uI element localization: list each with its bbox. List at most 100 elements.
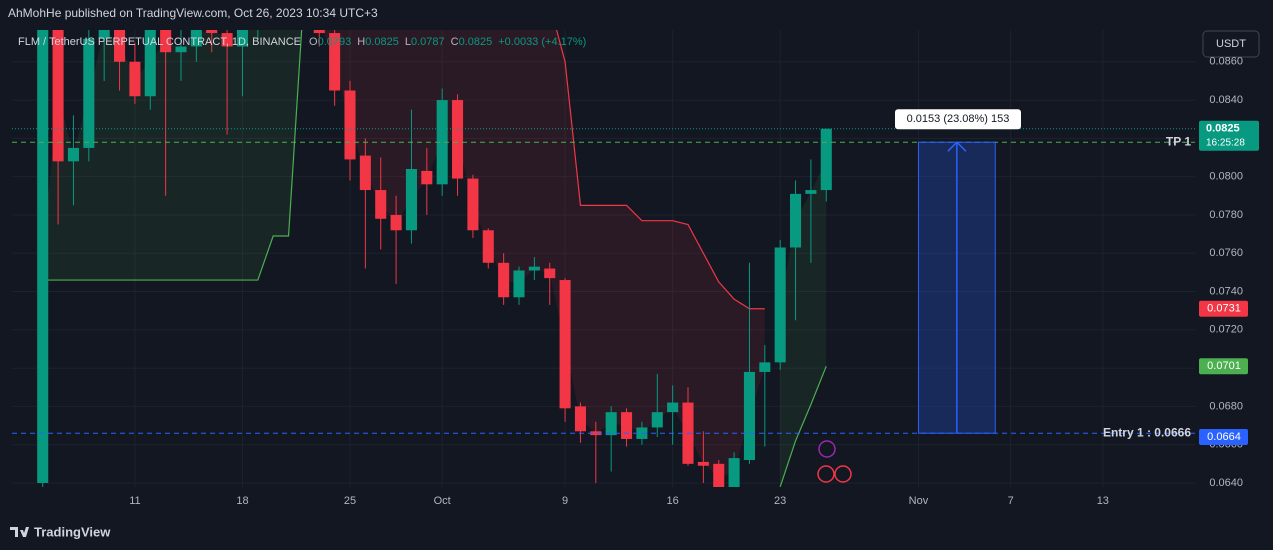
x-tick-label: 11 xyxy=(129,495,140,507)
candle-body xyxy=(67,147,79,162)
candle-body xyxy=(190,30,202,47)
candle-body xyxy=(805,190,817,194)
y-tick-label: 0.0760 xyxy=(1209,247,1243,259)
candle xyxy=(190,30,202,62)
candle-body xyxy=(37,30,49,483)
stat-value: 0.0825 xyxy=(365,36,399,48)
publisher: AhMohHe published on TradingView.com, Oc… xyxy=(8,6,378,20)
candle xyxy=(83,30,95,162)
candle xyxy=(621,408,633,447)
candle xyxy=(175,30,187,81)
event-icon xyxy=(817,465,835,483)
stat-key: H xyxy=(357,36,365,48)
candle xyxy=(651,373,663,438)
candle-body xyxy=(559,280,571,409)
y-tick-label: 0.0720 xyxy=(1209,324,1243,336)
x-tick-label: 9 xyxy=(562,495,568,507)
level-label: Entry 1 : 0.0666 xyxy=(1103,425,1191,439)
candle xyxy=(421,147,433,215)
candle xyxy=(774,239,786,371)
price-label-box xyxy=(1199,429,1248,446)
candle xyxy=(206,30,218,53)
candle-body xyxy=(206,30,218,34)
candle xyxy=(344,80,356,181)
candle-body xyxy=(743,371,755,461)
x-tick-label: 16 xyxy=(667,495,679,507)
x-tick-label: 13 xyxy=(1097,495,1109,507)
price-label-box xyxy=(1199,300,1248,317)
candle-body xyxy=(83,38,95,148)
candle-body xyxy=(436,100,448,185)
candle xyxy=(375,157,387,250)
candle xyxy=(697,431,709,483)
trend-fill xyxy=(780,159,827,487)
candle-body xyxy=(344,90,356,160)
stat-value: 0.0787 xyxy=(411,36,445,48)
candle xyxy=(636,421,648,445)
candle-body xyxy=(790,193,802,248)
candle xyxy=(452,94,464,196)
candle-body xyxy=(667,402,679,413)
candle xyxy=(590,421,602,483)
candle-body xyxy=(129,61,141,97)
candle-body xyxy=(359,155,371,191)
change: +0.0033 (+4.17%) xyxy=(498,36,586,48)
candle-body xyxy=(636,427,648,439)
candle-body xyxy=(375,190,387,219)
candle xyxy=(52,30,64,225)
x-tick-label: 18 xyxy=(236,495,248,507)
candle-body xyxy=(544,268,556,279)
candle xyxy=(498,253,510,305)
level-label: TP 1 xyxy=(1166,134,1191,148)
candle-body xyxy=(144,30,156,97)
candle-body xyxy=(621,412,633,439)
candle xyxy=(114,30,126,91)
y-tick-label: 0.0780 xyxy=(1209,209,1243,221)
y-tick-label: 0.0800 xyxy=(1209,171,1243,183)
price-label: 0.0701 xyxy=(1207,360,1241,372)
candle xyxy=(436,88,448,196)
stat-key: O xyxy=(309,36,318,48)
candle xyxy=(759,345,771,447)
candle xyxy=(329,30,341,106)
candle xyxy=(528,257,540,281)
symbol: FLM / TetherUS PERPETUAL CONTRACT, 1D, B… xyxy=(18,36,301,48)
currency[interactable]: USDT xyxy=(1216,38,1246,50)
candle-body xyxy=(313,30,325,34)
price-label: 0.0664 xyxy=(1207,431,1241,443)
x-tick-label: 25 xyxy=(344,495,356,507)
candle-body xyxy=(774,247,786,363)
candle xyxy=(728,452,740,487)
symbol-line: FLM / TetherUS PERPETUAL CONTRACT, 1D, B… xyxy=(18,36,586,48)
measure-label: 0.0153 (23.08%) 153 xyxy=(907,113,1010,125)
candle xyxy=(820,128,832,202)
candle xyxy=(605,406,617,472)
trend-fill xyxy=(42,30,302,281)
measure-box xyxy=(895,109,1021,130)
candle-body xyxy=(175,46,187,53)
candle-body xyxy=(820,128,832,191)
candle xyxy=(713,460,725,487)
candle-body xyxy=(590,431,602,436)
stat-key: L xyxy=(405,36,411,48)
candle-body xyxy=(513,270,525,298)
y-tick-label: 0.0640 xyxy=(1209,477,1243,489)
countdown: 16:25:28 xyxy=(1206,137,1245,148)
candle xyxy=(482,228,494,269)
candle xyxy=(544,262,556,305)
trend-line xyxy=(42,30,303,281)
last-price-label: 0.0825 xyxy=(1206,123,1240,135)
candle-body xyxy=(160,30,172,53)
candle xyxy=(790,180,802,321)
stat-key: C xyxy=(451,36,459,48)
trend-line xyxy=(779,365,827,487)
candle xyxy=(129,42,141,104)
candle-body xyxy=(98,30,110,39)
currency-box[interactable] xyxy=(1202,30,1260,58)
candle xyxy=(574,402,586,443)
trend-line xyxy=(555,30,765,310)
arrow-head xyxy=(947,141,967,152)
candle xyxy=(513,266,525,305)
candle xyxy=(221,30,233,135)
candle xyxy=(743,262,755,464)
